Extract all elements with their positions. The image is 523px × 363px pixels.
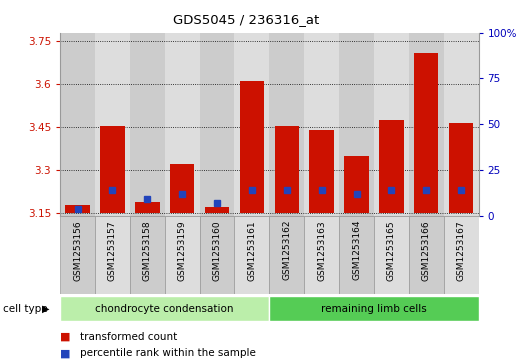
Bar bbox=[269, 33, 304, 216]
Bar bbox=[200, 33, 234, 216]
Bar bbox=[409, 33, 444, 216]
Text: cell type: cell type bbox=[3, 303, 47, 314]
Bar bbox=[170, 164, 195, 213]
Text: chondrocyte condensation: chondrocyte condensation bbox=[96, 303, 234, 314]
Bar bbox=[240, 81, 264, 213]
Text: GSM1253159: GSM1253159 bbox=[178, 220, 187, 281]
Bar bbox=[414, 53, 438, 213]
Text: GDS5045 / 236316_at: GDS5045 / 236316_at bbox=[173, 13, 319, 26]
Bar bbox=[374, 33, 409, 216]
Bar bbox=[135, 202, 160, 213]
Bar bbox=[165, 216, 200, 294]
Bar bbox=[304, 216, 339, 294]
Bar bbox=[310, 130, 334, 213]
Text: GSM1253165: GSM1253165 bbox=[387, 220, 396, 281]
Text: ▶: ▶ bbox=[42, 303, 49, 314]
Text: GSM1253164: GSM1253164 bbox=[352, 220, 361, 280]
Bar bbox=[205, 207, 229, 213]
Bar bbox=[200, 216, 234, 294]
Bar bbox=[449, 123, 473, 213]
Text: GSM1253163: GSM1253163 bbox=[317, 220, 326, 281]
Bar bbox=[444, 33, 479, 216]
Text: ■: ■ bbox=[60, 348, 71, 358]
Bar bbox=[95, 216, 130, 294]
Bar bbox=[130, 33, 165, 216]
Bar bbox=[130, 216, 165, 294]
Bar bbox=[65, 204, 90, 213]
Bar bbox=[269, 296, 479, 321]
Text: transformed count: transformed count bbox=[80, 332, 177, 342]
Bar bbox=[344, 156, 369, 213]
Bar bbox=[275, 126, 299, 213]
Bar bbox=[60, 296, 269, 321]
Bar bbox=[379, 120, 404, 213]
Bar bbox=[339, 33, 374, 216]
Bar bbox=[444, 216, 479, 294]
Text: ■: ■ bbox=[60, 332, 71, 342]
Bar bbox=[165, 33, 200, 216]
Text: GSM1253160: GSM1253160 bbox=[212, 220, 222, 281]
Text: GSM1253158: GSM1253158 bbox=[143, 220, 152, 281]
Bar bbox=[339, 216, 374, 294]
Text: GSM1253157: GSM1253157 bbox=[108, 220, 117, 281]
Bar bbox=[269, 216, 304, 294]
Text: GSM1253156: GSM1253156 bbox=[73, 220, 82, 281]
Bar bbox=[95, 33, 130, 216]
Text: GSM1253162: GSM1253162 bbox=[282, 220, 291, 280]
Bar bbox=[100, 126, 124, 213]
Text: GSM1253167: GSM1253167 bbox=[457, 220, 465, 281]
Bar bbox=[374, 216, 409, 294]
Bar bbox=[60, 33, 95, 216]
Bar bbox=[304, 33, 339, 216]
Text: remaining limb cells: remaining limb cells bbox=[321, 303, 427, 314]
Bar bbox=[60, 216, 95, 294]
Bar bbox=[409, 216, 444, 294]
Bar bbox=[234, 33, 269, 216]
Text: GSM1253161: GSM1253161 bbox=[247, 220, 256, 281]
Text: GSM1253166: GSM1253166 bbox=[422, 220, 431, 281]
Bar bbox=[234, 216, 269, 294]
Text: percentile rank within the sample: percentile rank within the sample bbox=[80, 348, 256, 358]
